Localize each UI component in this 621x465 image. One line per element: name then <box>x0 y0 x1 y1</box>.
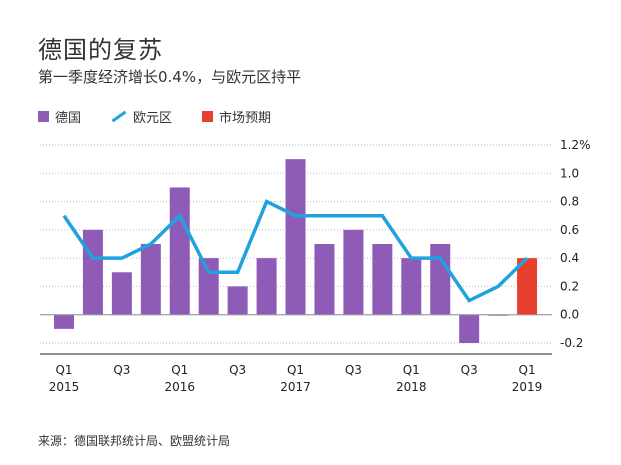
x-tick-label-quarter: Q3 <box>113 363 130 377</box>
legend-item-forecast: 市场预期 <box>202 107 271 126</box>
y-tick-label: 0.6 <box>560 223 579 237</box>
legend-swatch-forecast <box>202 111 214 122</box>
legend-item-germany: 德国 <box>38 107 81 126</box>
x-tick-label-year: 2019 <box>512 380 543 394</box>
x-tick-label-quarter: Q3 <box>345 363 362 377</box>
bar-germany <box>227 286 248 315</box>
y-tick-label: 0.2 <box>560 279 579 293</box>
bar-germany <box>430 244 451 315</box>
x-tick-label-year: 2018 <box>396 380 427 394</box>
y-tick-label: -0.2 <box>560 336 583 350</box>
x-tick-label-quarter: Q1 <box>55 363 72 377</box>
legend-label-germany: 德国 <box>55 111 82 126</box>
legend-item-eurozone: 欧元区 <box>111 107 172 126</box>
x-tick-label-quarter: Q1 <box>171 363 188 377</box>
bar-germany <box>169 187 190 315</box>
x-tick-label-year: 2015 <box>49 380 80 394</box>
bar-forecast <box>517 258 538 315</box>
bar-germany <box>343 229 364 315</box>
bar-germany <box>256 258 277 315</box>
legend-label-forecast: 市场预期 <box>219 111 272 126</box>
y-tick-label: 1.2% <box>560 138 591 152</box>
bar-germany <box>198 258 219 315</box>
bar-germany <box>401 258 422 315</box>
bar-germany <box>285 159 306 315</box>
legend-label-eurozone: 欧元区 <box>133 111 173 126</box>
x-tick-label-quarter: Q1 <box>287 363 304 377</box>
bar-germany <box>111 272 132 315</box>
x-tick-label-quarter: Q3 <box>461 363 478 377</box>
bar-germany <box>314 244 335 315</box>
legend: 德国 欧元区 市场预期 <box>38 107 301 126</box>
legend-swatch-germany <box>38 111 49 122</box>
x-tick-label-year: 2016 <box>164 380 195 394</box>
bar-germany <box>54 314 74 329</box>
x-tick-label-year: 2017 <box>280 380 311 394</box>
chart-title: 德国的复苏 <box>38 36 163 64</box>
x-tick-label-quarter: Q3 <box>229 363 246 377</box>
x-tick-label-quarter: Q1 <box>403 363 420 377</box>
bar-germany <box>372 244 393 315</box>
bar-germany <box>140 244 161 315</box>
y-tick-label: 1.0 <box>560 166 579 180</box>
y-tick-label: 0.4 <box>560 251 579 265</box>
bar-germany <box>82 229 103 315</box>
bar-germany <box>459 314 480 343</box>
source-note: 来源：德国联邦统计局、欧盟统计局 <box>38 434 231 448</box>
chart-subtitle: 第一季度经济增长0.4%，与欧元区持平 <box>38 68 302 86</box>
x-tick-label-quarter: Q1 <box>519 363 536 377</box>
y-tick-label: 0.0 <box>560 308 579 322</box>
y-tick-label: 0.8 <box>560 195 579 209</box>
